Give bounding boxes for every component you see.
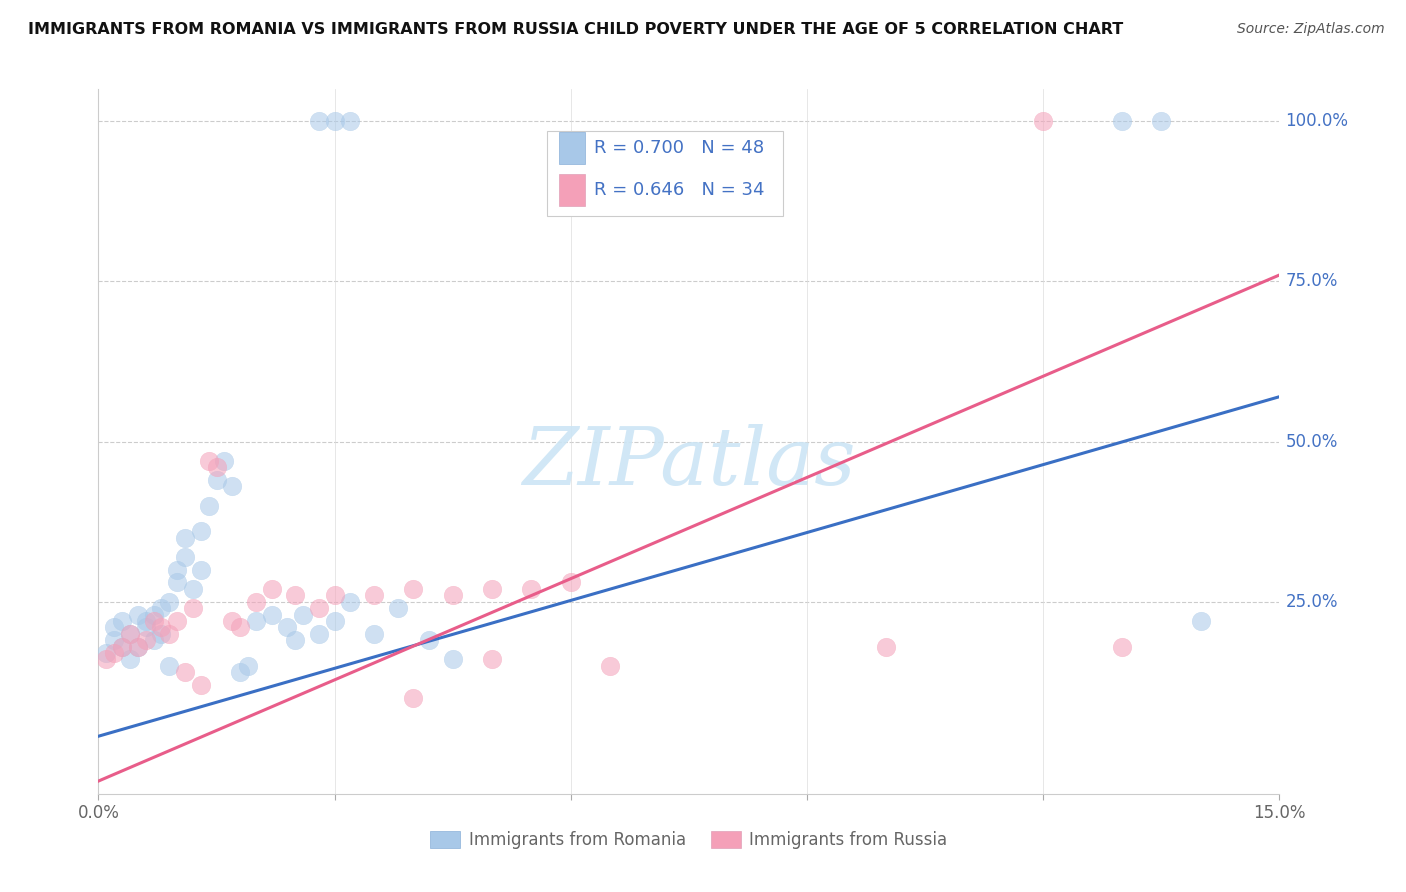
Text: Source: ZipAtlas.com: Source: ZipAtlas.com	[1237, 22, 1385, 37]
Point	[174, 531, 197, 545]
Point	[221, 479, 243, 493]
Point	[481, 582, 503, 596]
Point	[363, 626, 385, 640]
Point	[181, 582, 204, 596]
Point	[308, 601, 330, 615]
Text: ZIPatlas: ZIPatlas	[522, 424, 856, 501]
Point	[308, 626, 330, 640]
Point	[142, 633, 165, 648]
Point	[103, 646, 125, 660]
Point	[402, 690, 425, 705]
Point	[339, 114, 361, 128]
Point	[174, 549, 197, 564]
Text: 25.0%: 25.0%	[1285, 592, 1339, 611]
Point	[111, 640, 134, 654]
Point	[229, 665, 252, 680]
Point	[260, 582, 283, 596]
Point	[174, 665, 197, 680]
Point	[481, 652, 503, 666]
Text: IMMIGRANTS FROM ROMANIA VS IMMIGRANTS FROM RUSSIA CHILD POVERTY UNDER THE AGE OF: IMMIGRANTS FROM ROMANIA VS IMMIGRANTS FR…	[28, 22, 1123, 37]
Point	[166, 614, 188, 628]
Point	[157, 658, 180, 673]
Text: R = 0.646   N = 34: R = 0.646 N = 34	[595, 181, 765, 199]
Point	[276, 620, 298, 634]
Legend: Immigrants from Romania, Immigrants from Russia: Immigrants from Romania, Immigrants from…	[423, 824, 955, 856]
Point	[205, 460, 228, 475]
Point	[127, 640, 149, 654]
Point	[197, 499, 219, 513]
Point	[111, 640, 134, 654]
Point	[245, 614, 267, 628]
Point	[96, 652, 118, 666]
Point	[323, 588, 346, 602]
Point	[418, 633, 440, 648]
Point	[127, 607, 149, 622]
Point	[363, 588, 385, 602]
Point	[221, 614, 243, 628]
Point	[260, 607, 283, 622]
Point	[118, 626, 141, 640]
Point	[560, 575, 582, 590]
Point	[118, 652, 141, 666]
Point	[1032, 114, 1054, 128]
Point	[229, 620, 252, 634]
Point	[166, 575, 188, 590]
Point	[402, 582, 425, 596]
Point	[599, 658, 621, 673]
Point	[284, 588, 307, 602]
FancyBboxPatch shape	[547, 131, 783, 216]
Point	[245, 595, 267, 609]
Point	[96, 646, 118, 660]
FancyBboxPatch shape	[560, 132, 585, 163]
Point	[284, 633, 307, 648]
Text: 75.0%: 75.0%	[1285, 272, 1337, 291]
Point	[127, 640, 149, 654]
Point	[875, 640, 897, 654]
Point	[166, 563, 188, 577]
Text: 50.0%: 50.0%	[1285, 433, 1337, 450]
Point	[1111, 640, 1133, 654]
Point	[142, 607, 165, 622]
Point	[441, 652, 464, 666]
Point	[157, 626, 180, 640]
Point	[190, 563, 212, 577]
Text: 100.0%: 100.0%	[1285, 112, 1348, 130]
Point	[150, 626, 173, 640]
Text: R = 0.700   N = 48: R = 0.700 N = 48	[595, 139, 765, 157]
Point	[214, 454, 236, 468]
FancyBboxPatch shape	[560, 174, 585, 206]
Point	[1150, 114, 1173, 128]
Point	[520, 582, 543, 596]
Point	[150, 620, 173, 634]
Point	[181, 601, 204, 615]
Point	[292, 607, 315, 622]
Point	[103, 620, 125, 634]
Point	[103, 633, 125, 648]
Point	[190, 524, 212, 539]
Point	[142, 614, 165, 628]
Point	[323, 114, 346, 128]
Point	[1189, 614, 1212, 628]
Point	[387, 601, 409, 615]
Point	[339, 595, 361, 609]
Point	[135, 620, 157, 634]
Point	[205, 473, 228, 487]
Point	[135, 614, 157, 628]
Point	[308, 114, 330, 128]
Point	[150, 601, 173, 615]
Point	[135, 633, 157, 648]
Point	[111, 614, 134, 628]
Point	[197, 454, 219, 468]
Point	[236, 658, 259, 673]
Point	[157, 595, 180, 609]
Point	[190, 678, 212, 692]
Point	[118, 626, 141, 640]
Point	[1111, 114, 1133, 128]
Point	[441, 588, 464, 602]
Point	[323, 614, 346, 628]
